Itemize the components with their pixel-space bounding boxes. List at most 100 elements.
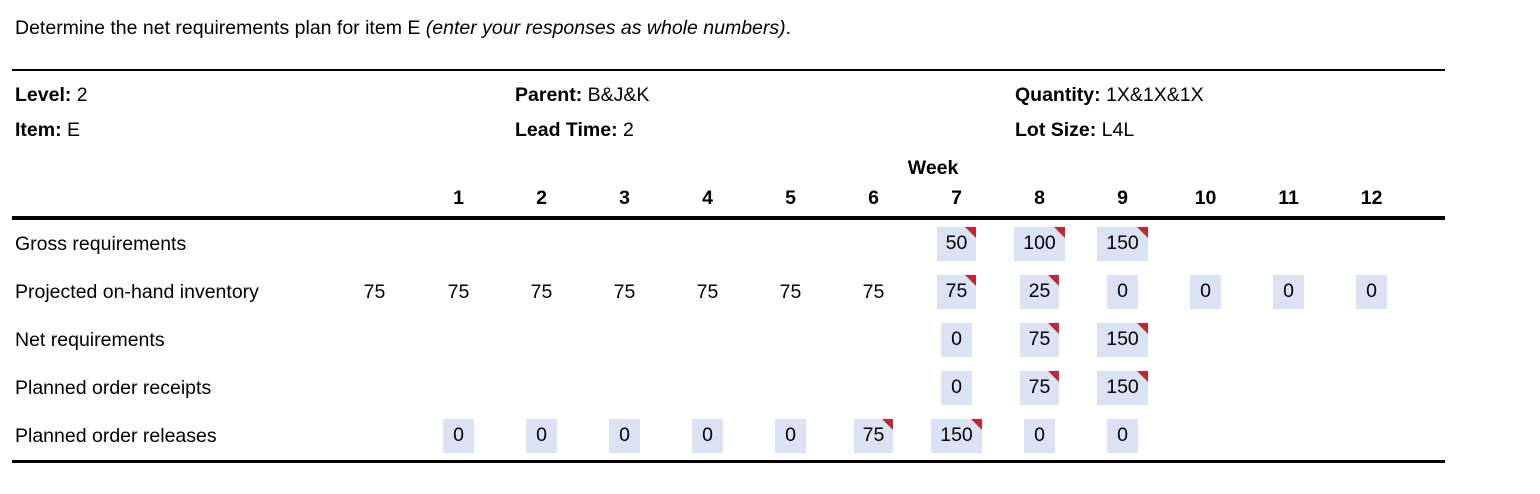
table-cell: 0 (1247, 268, 1330, 316)
row-label: Planned order receipts (15, 376, 212, 399)
table-row: Net requirements 0 75 150 (12, 316, 1445, 364)
answer-cell[interactable]: 0 (1190, 274, 1221, 310)
answer-cell-flagged[interactable]: 75 (936, 274, 977, 310)
row-label: Planned order releases (15, 424, 217, 447)
parent-label: Parent: (515, 84, 583, 106)
table-cell (1247, 412, 1330, 462)
table-cell (583, 218, 666, 268)
item-value: E (67, 119, 81, 141)
table-cell (1164, 412, 1247, 462)
info-field-lead-time: Lead Time: 2 (515, 113, 1015, 148)
table-cell (332, 412, 417, 462)
quantity-label: Quantity: (1015, 84, 1101, 106)
static-value: 75 (447, 280, 470, 303)
lead-time-label: Lead Time: (515, 119, 618, 141)
table-cell (500, 218, 583, 268)
week-col-header: 2 (500, 180, 583, 220)
top-divider (12, 69, 1445, 71)
table-cell (666, 364, 749, 412)
static-value: 75 (530, 280, 553, 303)
item-info-header: Level: 2 Parent: B&J&K Quantity: 1X&1X&1… (15, 78, 1540, 148)
parent-value: B&J&K (587, 84, 650, 106)
static-value: 75 (363, 280, 386, 303)
answer-cell-flagged[interactable]: 50 (936, 226, 977, 262)
table-cell: 75 (998, 316, 1081, 364)
table-cell: 75 (417, 268, 500, 316)
week-col-header: 12 (1330, 180, 1414, 220)
answer-cell[interactable]: 0 (1024, 418, 1055, 454)
mrp-table: Week 1 2 3 4 5 6 7 8 9 10 11 12 Gross requirements 5… (12, 148, 1446, 463)
quantity-value: 1X&1X&1X (1106, 84, 1204, 106)
question-prompt-text: Determine the net requirements plan for … (15, 17, 426, 39)
answer-cell[interactable]: 0 (775, 418, 806, 454)
answer-cell[interactable]: 0 (1273, 274, 1304, 310)
answer-cell-flagged[interactable]: 75 (1019, 322, 1060, 358)
table-cell: 75 (832, 268, 915, 316)
answer-cell[interactable]: 0 (941, 322, 972, 358)
table-cell (332, 316, 417, 364)
table-cell (1330, 218, 1413, 268)
answer-cell-flagged[interactable]: 150 (1097, 370, 1148, 406)
info-field-item: Item: E (15, 113, 515, 148)
table-cell (417, 316, 500, 364)
table-cell: 0 (1081, 412, 1164, 462)
answer-cell[interactable]: 0 (1107, 418, 1138, 454)
answer-cell[interactable]: 0 (1356, 274, 1388, 310)
answer-cell-flagged[interactable]: 75 (853, 418, 894, 454)
table-cell: 50 (915, 218, 998, 268)
week-col-header: 4 (666, 180, 749, 220)
level-label: Level: (15, 84, 72, 106)
answer-cell-flagged[interactable]: 25 (1019, 274, 1060, 310)
table-cell: 25 (998, 268, 1081, 316)
answer-cell-flagged[interactable]: 150 (1097, 322, 1148, 358)
table-cell: 0 (1330, 268, 1413, 316)
answer-cell-flagged[interactable]: 150 (931, 418, 982, 454)
answer-cell[interactable]: 0 (1107, 274, 1138, 310)
table-cell: 0 (1081, 268, 1164, 316)
week-col-header: 8 (998, 180, 1081, 220)
table-row: Projected on-hand inventory 75 75 75 75 75 75 7… (12, 268, 1445, 316)
week-col-header: 3 (583, 180, 666, 220)
table-cell (1247, 364, 1330, 412)
static-value: 75 (613, 280, 636, 303)
answer-cell-flagged[interactable]: 100 (1014, 226, 1065, 262)
table-cell (1164, 316, 1247, 364)
row-label: Net requirements (15, 328, 165, 351)
lot-size-label: Lot Size: (1015, 119, 1097, 141)
lot-size-value: L4L (1101, 119, 1135, 141)
info-field-parent: Parent: B&J&K (515, 78, 1015, 113)
net-requirements-worksheet: { "title": { "text": "Determine the net … (0, 14, 1540, 494)
table-cell: 150 (915, 412, 998, 462)
table-cell: 150 (1081, 218, 1164, 268)
table-cell (417, 218, 500, 268)
answer-cell-flagged[interactable]: 150 (1097, 226, 1148, 262)
table-cell (332, 364, 417, 412)
table-cell: 0 (583, 412, 666, 462)
table-cell (1330, 412, 1413, 462)
table-cell: 0 (666, 412, 749, 462)
table-cell: 75 (915, 268, 998, 316)
week-col-header: 10 (1164, 180, 1247, 220)
answer-cell[interactable]: 0 (692, 418, 723, 454)
table-cell: 75 (500, 268, 583, 316)
table-cell (832, 316, 915, 364)
table-cell: 75 (666, 268, 749, 316)
answer-cell[interactable]: 0 (609, 418, 640, 454)
table-cell (666, 316, 749, 364)
answer-cell[interactable]: 0 (443, 418, 474, 454)
row-label: Gross requirements (15, 232, 187, 255)
table-cell (1330, 364, 1413, 412)
week-col-header: 9 (1081, 180, 1164, 220)
table-cell: 75 (332, 268, 417, 316)
table-cell (749, 364, 832, 412)
week-header: Week (907, 157, 959, 179)
answer-cell[interactable]: 0 (526, 418, 557, 454)
answer-cell-flagged[interactable]: 75 (1019, 370, 1060, 406)
answer-cell[interactable]: 0 (941, 370, 972, 406)
info-field-lot-size: Lot Size: L4L (1015, 113, 1540, 148)
table-cell (749, 316, 832, 364)
label-column-header (12, 180, 332, 220)
table-cell (1164, 218, 1247, 268)
table-row: Planned order receipts 0 75 150 (12, 364, 1445, 412)
table-cell (666, 218, 749, 268)
